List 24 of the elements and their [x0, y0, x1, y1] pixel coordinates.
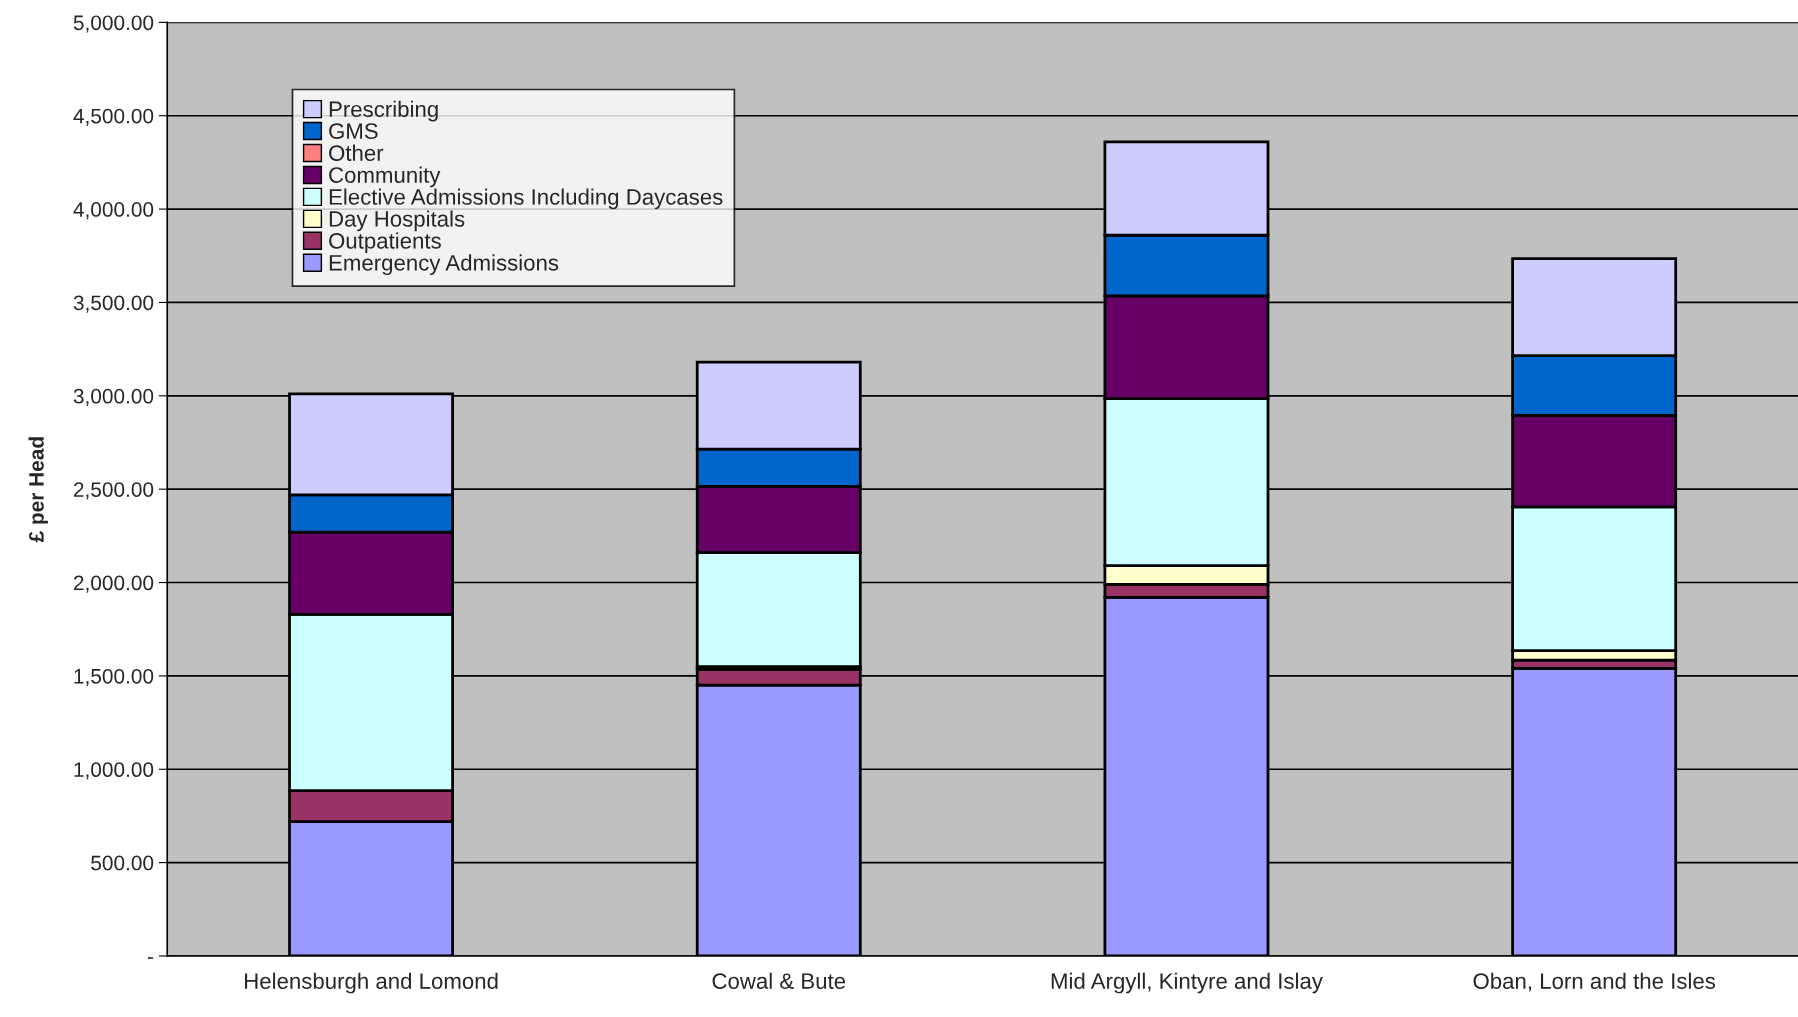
- y-tick-label: 1,500.00: [74, 668, 154, 687]
- y-tick-label: -: [148, 957, 154, 959]
- y-tick-label: 5,000.00: [73, 15, 154, 33]
- y-tick-label: 3,500.00: [73, 295, 154, 313]
- y-tick-label: 3,000.00: [73, 388, 154, 407]
- y-axis-title: £ per Head: [28, 437, 48, 543]
- y-tick-label: 1,000.00: [74, 762, 154, 780]
- legend-label: GMS: [329, 123, 378, 139]
- x-tick-label: Helensburgh and Lomond: [245, 972, 498, 994]
- legend-label: Elective Admissions Including Daycases: [329, 188, 723, 210]
- legend-label: Other: [329, 144, 384, 161]
- y-tick-label: 4,000.00: [73, 202, 154, 220]
- y-tick-label: 2,500.00: [73, 482, 154, 500]
- legend-label: Community: [329, 166, 441, 188]
- legend-label: Emergency Admissions: [329, 254, 559, 276]
- legend-label: Prescribing: [329, 100, 438, 122]
- x-tick-label: Mid Argyll, Kintyre and Islay: [1051, 972, 1323, 994]
- x-tick-label: Cowal & Bute: [712, 972, 846, 989]
- y-tick-label: 4,500.00: [73, 108, 154, 126]
- y-tick-label: 2,000.00: [73, 575, 154, 593]
- legend-label: Day Hospitals: [329, 210, 465, 232]
- legend-label: Outpatients: [329, 232, 441, 254]
- x-tick-label: Oban, Lorn and the Isles: [1473, 972, 1716, 992]
- y-tick-label: 500.00: [91, 855, 154, 871]
